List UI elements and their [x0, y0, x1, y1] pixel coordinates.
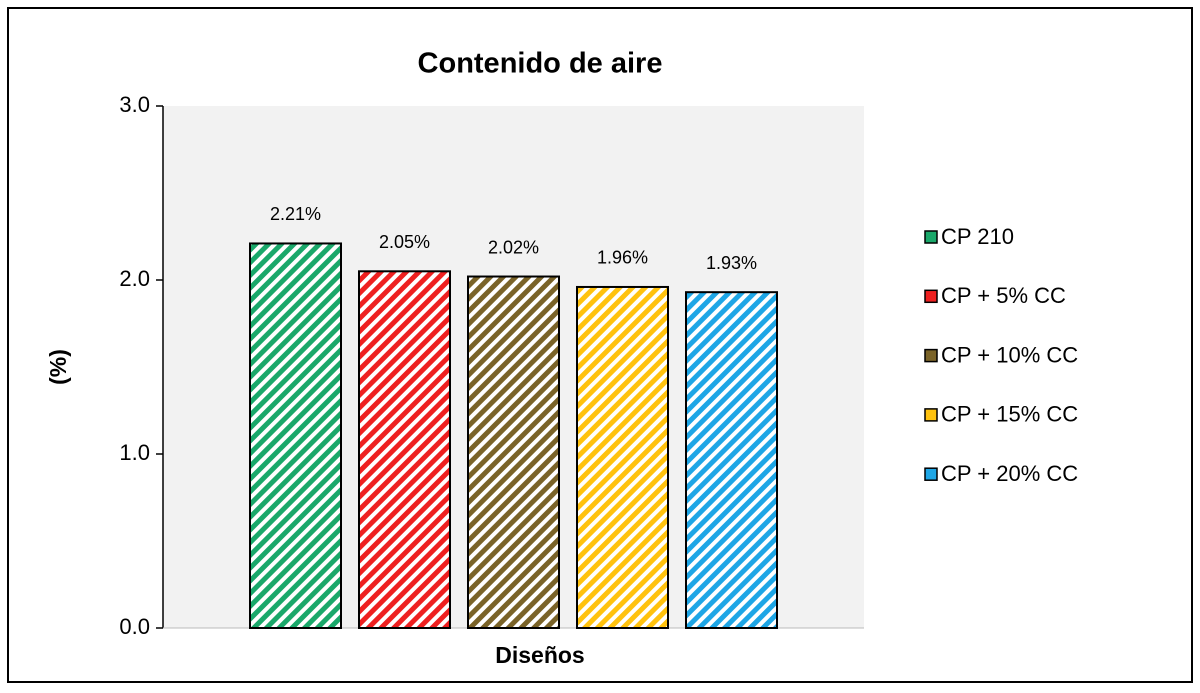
data-label: 2.21% [270, 204, 321, 224]
legend-label: CP + 10% CC [941, 342, 1078, 367]
data-label: 2.05% [379, 232, 430, 252]
bar [358, 270, 451, 629]
y-axis-label: (%) [45, 349, 71, 385]
data-label: 1.96% [597, 248, 648, 268]
legend-label: CP 210 [941, 224, 1014, 249]
bar [249, 242, 342, 630]
data-label: 2.02% [488, 237, 539, 257]
bar [576, 285, 669, 629]
x-axis-label: Diseños [495, 642, 584, 668]
bar [467, 275, 560, 629]
bar [685, 291, 778, 629]
legend-swatch [924, 467, 938, 481]
legend-label: CP + 20% CC [941, 461, 1078, 486]
y-tick-label: 0.0 [119, 614, 150, 639]
legend-label: CP + 5% CC [941, 283, 1066, 308]
legend-swatch [924, 348, 938, 363]
y-tick-label: 1.0 [119, 440, 150, 465]
chart-title: Contenido de aire [418, 48, 663, 80]
y-tick-label: 2.0 [119, 266, 150, 291]
legend-swatch [924, 289, 938, 304]
legend-swatch [924, 230, 938, 244]
y-tick-label: 3.0 [119, 92, 150, 117]
legend-label: CP + 15% CC [941, 402, 1078, 427]
data-label: 1.93% [706, 253, 757, 273]
legend-swatch [924, 408, 938, 422]
